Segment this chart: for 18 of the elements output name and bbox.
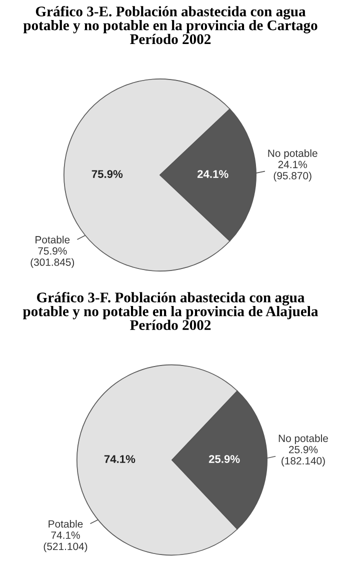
- text: 75.9%: [38, 247, 67, 255]
- chart-title: Gráfico 3-E. Población abastecida con agua potable y no potable en la provincia de Cartago Período 2002: [23, 6, 318, 44]
- text: 74.1%: [51, 532, 80, 539]
- slice-label: Potable: [48, 520, 83, 528]
- slice-label: Potable: [36, 236, 70, 244]
- slice-label: No potable: [268, 149, 318, 160]
- slice-label: No potable: [278, 434, 328, 444]
- text: (301.845): [30, 258, 74, 268]
- data-label: 75.9%: [92, 170, 123, 178]
- chart-title: Gráfico 3-F. Población abastecida con agua potable y no potable en la provincia de Alajuela Período 2002: [22, 292, 318, 330]
- text: 24.1%: [278, 160, 307, 168]
- text: (95.870): [274, 172, 312, 182]
- data-label: 25.9%: [208, 455, 240, 463]
- data-label: 24.1%: [197, 170, 228, 178]
- text: 25.9%: [288, 446, 318, 454]
- text: (521.104): [44, 542, 88, 552]
- text: (182.140): [282, 456, 325, 467]
- data-label: 74.1%: [104, 455, 136, 463]
